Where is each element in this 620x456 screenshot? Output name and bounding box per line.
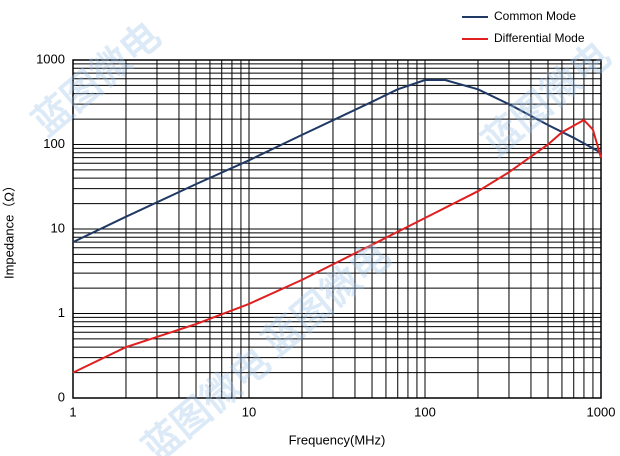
x-axis-label: Frequency(MHz) [289,432,386,447]
y-tick-label: 10 [51,220,65,235]
y-tick-label: 1 [58,305,65,320]
series-line [72,118,602,374]
plot-frame [72,59,602,399]
y-axis-label: Impedance（Ω） [1,179,16,279]
y-tick-label: 0 [58,389,65,404]
x-tick-label: 100 [414,404,436,419]
legend-label: Differential Mode [494,31,585,45]
watermark: 蓝图微电 [25,15,168,145]
y-tick-label: 100 [43,136,65,151]
x-tick-label: 10 [242,404,256,419]
legend-label: Common Mode [494,9,576,23]
x-tick-label: 1000 [587,404,616,419]
x-tick-label: 1 [69,404,76,419]
series-line [72,79,602,244]
y-tick-label: 1000 [36,51,65,66]
